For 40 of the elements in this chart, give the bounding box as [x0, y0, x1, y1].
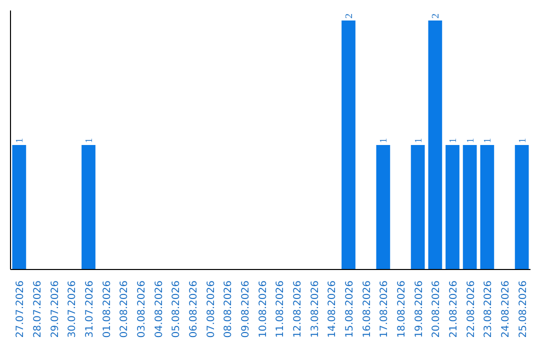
- data-label: 1: [413, 138, 424, 143]
- x-tick-label: 09.08.2026: [240, 280, 252, 338]
- x-tick-label: 16.08.2026: [362, 280, 373, 338]
- x-tick-label: 27.07.2026: [15, 280, 26, 338]
- x-tick-label: 29.07.2026: [50, 280, 61, 338]
- x-tick-label: 04.08.2026: [154, 280, 165, 338]
- x-tick-label: 03.08.2026: [136, 280, 148, 338]
- data-label: 1: [517, 138, 528, 143]
- x-tick-label: 25.08.2026: [518, 280, 529, 338]
- data-label: 1: [84, 138, 95, 143]
- x-tick-label: 28.07.2026: [32, 280, 44, 338]
- x-tick-label: 01.08.2026: [102, 280, 113, 338]
- x-tick-label: 17.08.2026: [379, 280, 390, 338]
- x-tick-label: 30.07.2026: [67, 280, 78, 338]
- data-label: 1: [448, 138, 459, 143]
- x-tick-label: 10.08.2026: [258, 280, 269, 338]
- x-tick-label: 08.08.2026: [223, 280, 234, 338]
- x-tick-label: 02.08.2026: [119, 280, 130, 338]
- x-tick-label: 13.08.2026: [310, 280, 321, 338]
- data-label: 1: [378, 138, 390, 143]
- x-tick-label: 11.08.2026: [275, 280, 286, 338]
- x-tick-label: 31.07.2026: [84, 280, 96, 338]
- x-tick-label: 19.08.2026: [414, 280, 425, 338]
- x-tick-label: 23.08.2026: [483, 280, 494, 338]
- x-tick-label: 06.08.2026: [188, 280, 200, 338]
- data-label: 1: [465, 138, 476, 143]
- x-tick-label: 12.08.2026: [292, 280, 304, 338]
- x-tick-label: 20.08.2026: [431, 280, 442, 338]
- x-tick-label: 22.08.2026: [466, 280, 477, 338]
- x-tick-label: 05.08.2026: [171, 280, 182, 338]
- data-label: 2: [344, 13, 355, 18]
- x-tick-label: 14.08.2026: [327, 280, 338, 338]
- data-label: 2: [430, 13, 442, 18]
- data-label: 1: [14, 138, 26, 143]
- data-label: 1: [482, 138, 494, 143]
- x-tick-label: 07.08.2026: [206, 280, 217, 338]
- x-tick-label: 21.08.2026: [448, 280, 460, 338]
- x-tick-label: 15.08.2026: [344, 280, 356, 338]
- x-tick-label: 24.08.2026: [500, 280, 512, 338]
- x-tick-label: 18.08.2026: [396, 280, 408, 338]
